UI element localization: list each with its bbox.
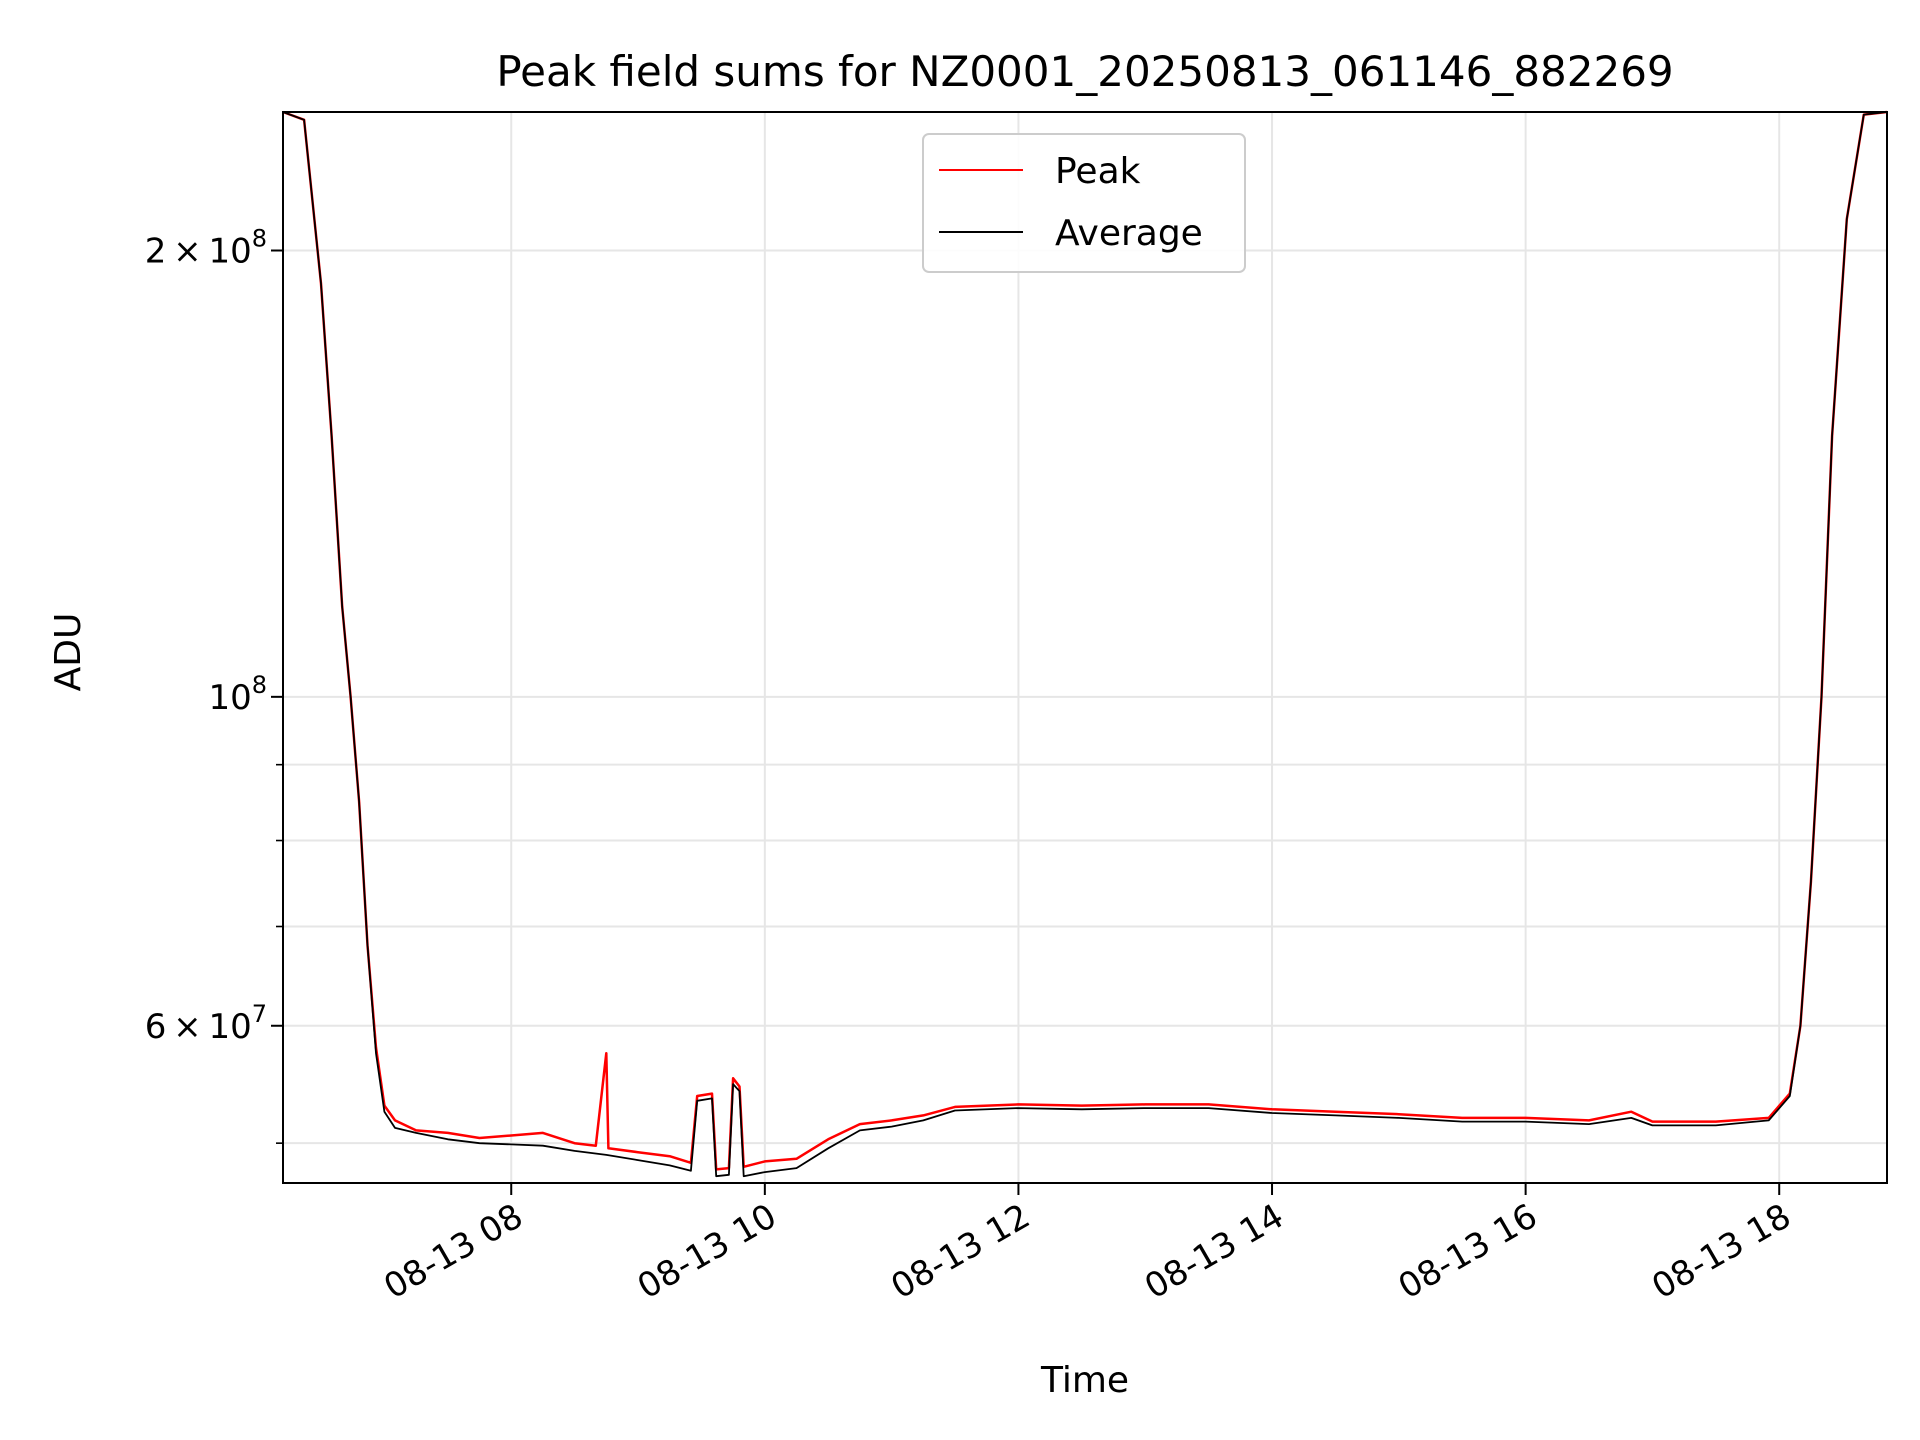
plot-area xyxy=(282,110,1888,1178)
y-tick-label: 2 × 108 xyxy=(145,225,267,272)
x-axis-label: Time xyxy=(1040,1360,1129,1401)
y-axis-label: ADU xyxy=(48,613,89,692)
legend: Peak Average xyxy=(922,133,1246,273)
grid xyxy=(283,112,1887,1183)
legend-box xyxy=(922,133,1246,273)
y-tick-label: 108 xyxy=(208,671,267,718)
legend-label-average: Average xyxy=(1055,213,1203,254)
chart-title: Peak field sums for NZ0001_20250813_0611… xyxy=(496,47,1673,96)
series-line-average xyxy=(282,111,1888,1178)
axes-frame xyxy=(282,111,1888,1184)
y-tick-label: 6 × 107 xyxy=(145,1000,267,1047)
legend-label-peak: Peak xyxy=(1055,151,1141,192)
